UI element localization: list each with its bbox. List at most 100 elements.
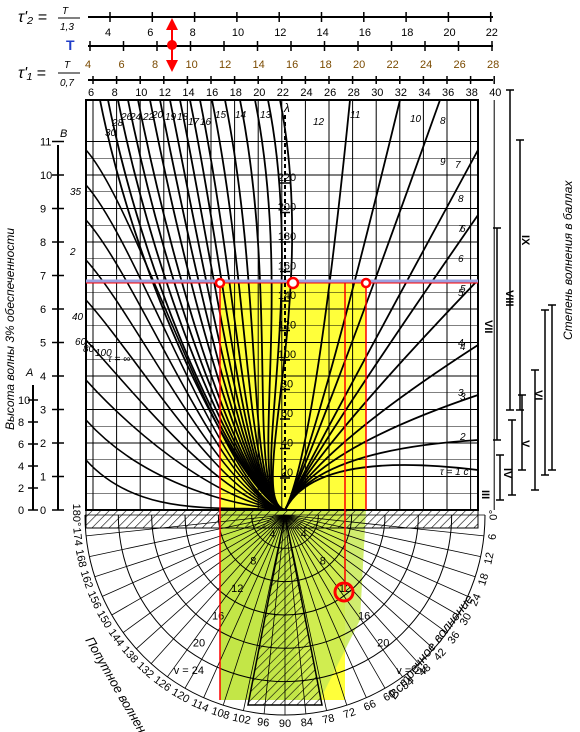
right-curve-label: τ = 1 c [440,467,468,478]
tau2-tick-label: 20 [443,27,455,39]
b-tick-label: 9 [40,204,46,216]
b-tick-label: 4 [40,371,46,383]
head-label: Встречное волнение [386,592,477,702]
grade-axis-title: Степень волнения в баллах [561,180,575,340]
t-tick-label: 28 [487,59,499,71]
t-tick-label: 20 [353,59,365,71]
b-tick-label: 7 [40,271,46,283]
left-low-curve [85,259,286,511]
red-target-circle [333,581,355,603]
grade-label: III [479,490,491,499]
curve-label: 19 [165,112,177,123]
angle-label: 36 [446,629,463,646]
lambda-tick-label: 160 [278,261,296,273]
speed-label-left: 8 [250,556,256,568]
curve-label: 8 [458,194,464,205]
curve-label: 3 [458,388,464,399]
angle-ray [284,514,476,578]
t-tick-label: 14 [253,59,265,71]
tau2-tick-label: 12 [274,27,286,39]
right-curve-label: 7 [455,160,461,171]
curve-label: 5 [458,288,464,299]
tau1-scale: τ'₁ = T 0,7 6 8 10 12 14 16 18 20 22 24 26 28 30 32 34… [18,60,501,99]
right-curve-label: 3 [460,392,466,403]
tau1-tick-label: 8 [112,87,118,99]
lambda-tick-label: 100 [278,349,296,361]
angle-ray [284,514,367,698]
t-tick-label: 10 [186,59,198,71]
angle-label: 138 [119,644,140,666]
a-tick-label: 8 [18,417,24,429]
left-low-curve [85,459,286,511]
lambda-tick-label: 120 [278,320,296,332]
angle-label: 72 [342,706,357,721]
angle-ray [284,514,348,706]
left-low-curve [85,299,286,511]
tau1-tick-label: 24 [300,87,312,99]
right-curve [284,99,441,511]
angle-ray [184,514,286,689]
left-curve [271,99,294,511]
tau1-tick-label: 32 [395,87,407,99]
grade-label: IX [519,235,531,246]
angle-label: 6 [487,533,500,540]
angle-label: 24 [468,592,484,608]
angle-label: 168 [73,548,89,568]
speed-label-right: 16 [358,610,370,622]
angle-ray [89,514,286,557]
tau1-tick-label: 20 [253,87,265,99]
tau2-ticks: 4 6 8 10 12 14 16 18 20 22 [105,12,498,39]
angle-ray [86,514,286,537]
angle-label: 60 [381,688,398,705]
red-point-3 [360,277,372,289]
left-low-curve [85,219,286,511]
tau2-tick-label: 6 [147,27,153,39]
angle-label: 174 [70,527,84,547]
angle-label: 96 [256,716,269,729]
curve-label: 13 [260,110,272,121]
speed-label-left: 20 [193,638,205,650]
angle-label: 30 [458,611,475,628]
curve-label: 11 [350,110,360,121]
angle-ray [284,514,481,557]
tau1-ticks: 6 8 10 12 14 16 18 20 22 24 26 28 30 32 34 36 38 40 [88,76,501,99]
angle-label: 108 [210,705,231,722]
angle-ray [284,514,403,678]
tau2-num: T [62,6,69,17]
angle-label: 18 [476,572,491,587]
t-label: T [66,37,75,53]
t-tick-label: 4 [85,59,91,71]
a-tick-label: 0 [18,505,24,517]
angle-ray [284,514,468,597]
curve-label: 30 [105,128,117,139]
angle-ray [167,514,286,678]
b-tick-label: 10 [40,170,52,182]
lambda-tick-label: 200 [278,202,296,214]
speed-label-right: 8 [320,556,326,568]
lambda-tick-label: 180 [278,231,296,243]
speed-label-left: 4 [269,528,275,540]
angle-ray [122,514,286,633]
curve-label: 100 [95,348,112,359]
a-tick-label: 2 [18,483,24,495]
curve-label: 6 [458,254,464,265]
angle-label: 120 [170,686,192,706]
red-construction [86,276,478,700]
tau1-tick-label: 40 [489,87,501,99]
left-low-curve [85,339,286,511]
curve-label: 4 [458,338,464,349]
curve-label: 28 [111,118,124,129]
curve-label: τ = ∞ [108,354,130,365]
grade-label: V [519,440,531,448]
curve-label: 40 [72,312,84,323]
tau2-label: τ'₂ = [18,9,47,26]
axis-a-label: A [25,367,33,379]
curve-label: 10 [410,114,422,125]
tau2-tick-label: 10 [232,27,244,39]
right-curve-label: 8 [440,116,446,127]
right-curve [284,464,479,511]
axis-b-label: B [60,128,67,140]
lambda-ticks: 20 40 60 80 100 120 140 160 180 200 220 [278,172,296,479]
lambda-axis: λ 20 40 60 80 100 120 140 160 180 200 220 [278,101,296,500]
right-curve-label: 4 [460,342,466,353]
